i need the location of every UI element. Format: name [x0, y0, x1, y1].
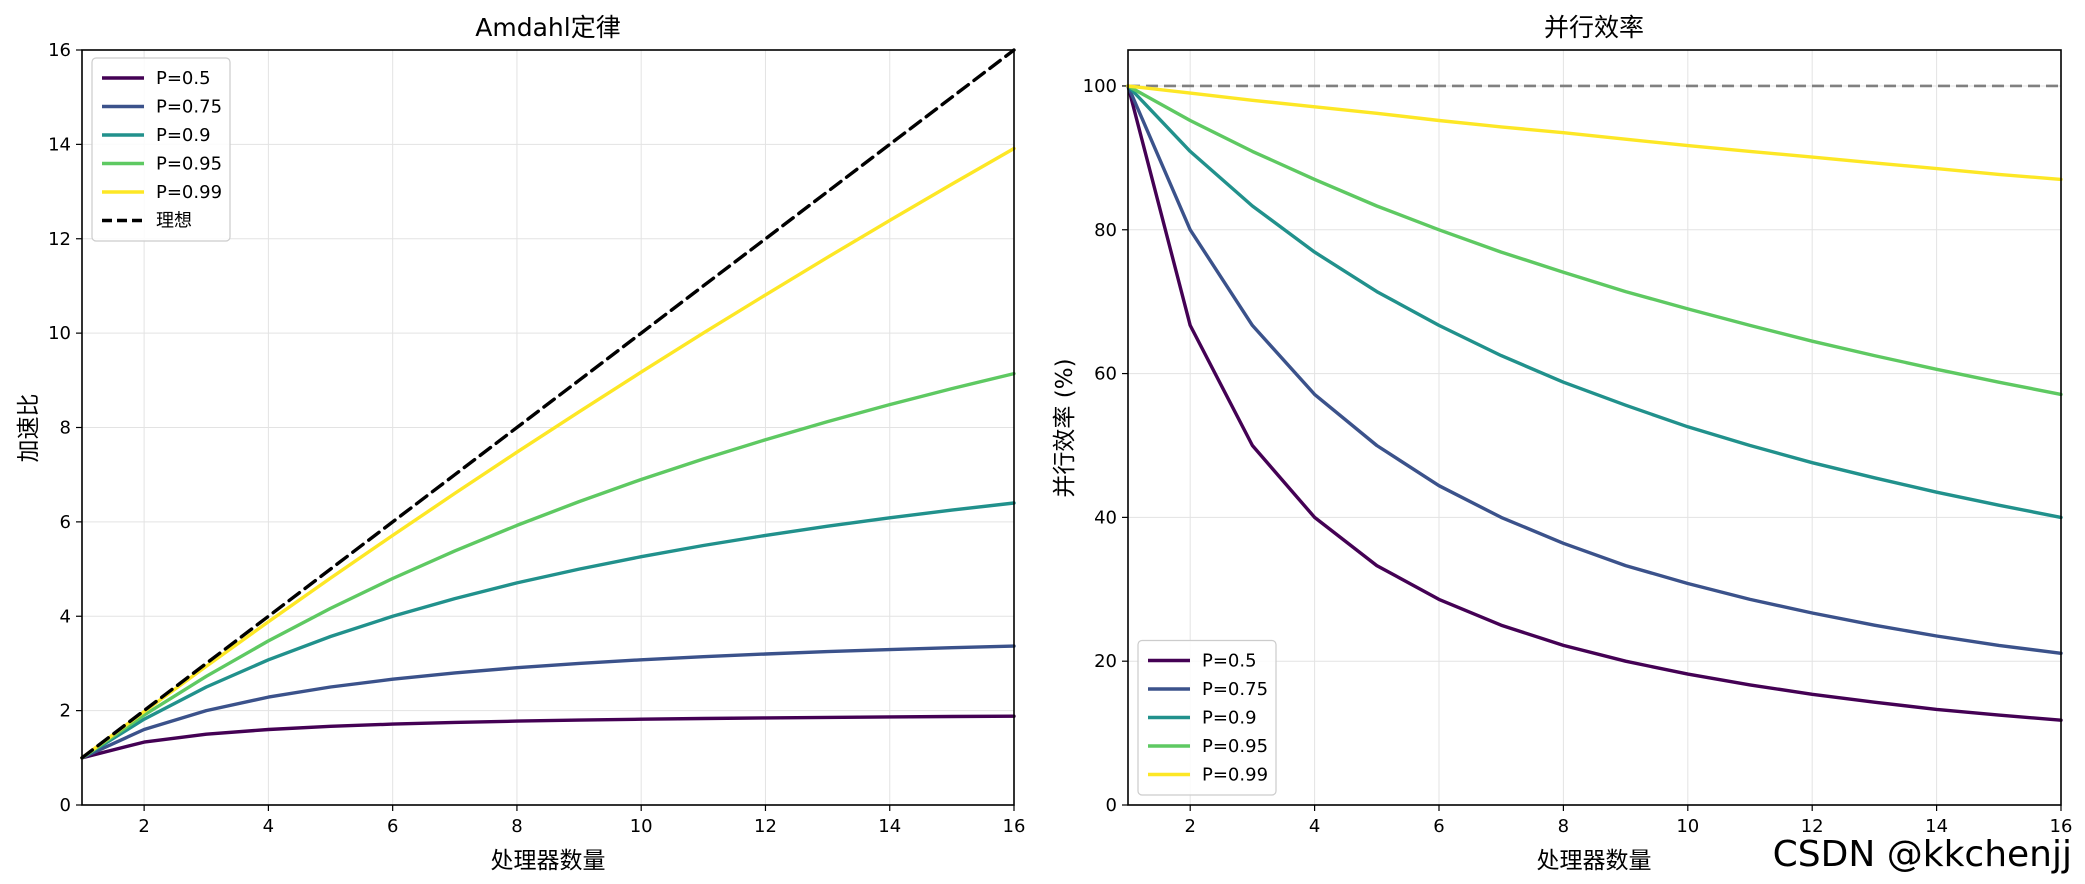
speedup-y-tick-label: 8 [60, 418, 71, 439]
speedup-legend-label: P=0.9 [156, 125, 211, 146]
speedup-series-line [80, 48, 1016, 760]
speedup-series-line [80, 146, 1016, 760]
efficiency-chart-title: 并行效率 [1544, 13, 1644, 42]
efficiency-x-tick-label: 16 [2050, 816, 2073, 837]
speedup-x-tick-label: 14 [878, 816, 901, 837]
speedup-y-tick-label: 10 [48, 323, 71, 344]
efficiency-x-tick-label: 8 [1558, 816, 1569, 837]
speedup-x-tick-label: 8 [511, 816, 522, 837]
efficiency-x-tick-label: 4 [1309, 816, 1320, 837]
efficiency-ticks: 2 4 6 8 10 12 14 16 0 20 40 60 80 100 [1083, 76, 2073, 837]
speedup-y-axis-label: 加速比 [16, 394, 42, 463]
efficiency-chart: 并行效率 处理器数量 并行效率 (%) 2 4 6 8 10 12 14 16 0 20 40 60 8… [1052, 13, 2072, 874]
speedup-y-tick-label: 2 [60, 701, 71, 722]
speedup-x-tick-label: 6 [387, 816, 398, 837]
efficiency-legend-box [1137, 639, 1277, 796]
speedup-x-axis-label: 处理器数量 [491, 848, 606, 874]
speedup-x-tick-label: 2 [138, 816, 149, 837]
efficiency-legend-label: P=0.5 [1202, 651, 1257, 672]
efficiency-series-line [1126, 84, 2063, 722]
speedup-series-line [80, 714, 1016, 760]
efficiency-x-axis-label: 处理器数量 [1537, 848, 1652, 874]
speedup-x-tick-label: 16 [1003, 816, 1026, 837]
speedup-legend-label: P=0.95 [156, 154, 222, 175]
efficiency-series-line [1126, 84, 2063, 520]
efficiency-series [1126, 84, 2063, 722]
speedup-y-tick-label: 6 [60, 512, 71, 533]
csdn-watermark: CSDN @kkchenjj [1773, 834, 2072, 875]
efficiency-y-axis-label: 并行效率 (%) [1052, 358, 1078, 497]
speedup-series-line [80, 501, 1016, 760]
speedup-y-tick-label: 14 [48, 134, 71, 155]
speedup-series-line [80, 371, 1016, 760]
efficiency-legend-label: P=0.95 [1202, 736, 1268, 757]
efficiency-x-tick-label: 12 [1801, 816, 1824, 837]
efficiency-series-line [1126, 84, 2063, 182]
speedup-y-tick-label: 12 [48, 229, 71, 250]
efficiency-x-tick-label: 2 [1184, 816, 1195, 837]
speedup-plot-frame [81, 49, 1015, 806]
speedup-legend-label: 理想 [156, 211, 192, 232]
speedup-x-tick-label: 12 [754, 816, 777, 837]
speedup-y-tick-label: 4 [60, 606, 71, 627]
efficiency-y-tick-label: 40 [1094, 507, 1117, 528]
efficiency-legend: P=0.5 P=0.75 P=0.9 P=0.95 P=0.99 [1137, 639, 1277, 796]
speedup-series [80, 48, 1016, 760]
efficiency-x-tick-label: 10 [1676, 816, 1699, 837]
efficiency-y-tick-label: 0 [1106, 795, 1117, 816]
speedup-series-line [80, 644, 1016, 760]
speedup-ticks: 2 4 6 8 10 12 14 16 0 2 4 6 8 10 12 14 16 [48, 40, 1025, 837]
speedup-chart-title: Amdahl定律 [475, 13, 620, 42]
speedup-legend: P=0.5 P=0.75 P=0.9 P=0.95 P=0.99 理想 [91, 57, 231, 242]
efficiency-y-tick-label: 80 [1094, 220, 1117, 241]
efficiency-x-tick-label: 14 [1925, 816, 1948, 837]
speedup-y-tick-label: 16 [48, 40, 71, 61]
speedup-y-tick-label: 0 [60, 795, 71, 816]
speedup-legend-label: P=0.99 [156, 182, 222, 203]
efficiency-legend-label: P=0.9 [1202, 708, 1257, 729]
speedup-x-tick-label: 4 [263, 816, 274, 837]
efficiency-y-tick-label: 60 [1094, 364, 1117, 385]
efficiency-series-line [1126, 84, 2063, 655]
efficiency-y-tick-label: 20 [1094, 651, 1117, 672]
efficiency-legend-label: P=0.99 [1202, 765, 1268, 786]
speedup-legend-label: P=0.5 [156, 68, 211, 89]
efficiency-legend-label: P=0.75 [1202, 679, 1268, 700]
speedup-x-tick-label: 10 [630, 816, 653, 837]
speedup-legend-label: P=0.75 [156, 97, 222, 118]
efficiency-plot-frame [1127, 49, 2062, 806]
efficiency-series-line [1126, 84, 2063, 397]
efficiency-x-tick-label: 6 [1433, 816, 1444, 837]
speedup-chart: Amdahl定律 处理器数量 加速比 2 4 6 8 10 12 14 16 0 2 4 6 8 10 12… [16, 13, 1025, 874]
speedup-legend-box [91, 57, 231, 242]
efficiency-y-tick-label: 100 [1083, 76, 1117, 97]
